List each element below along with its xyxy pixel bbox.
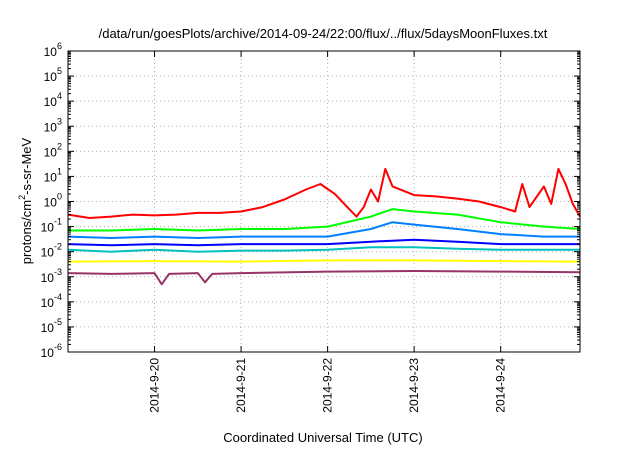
- y-axis-label-prefix: protons/cm: [19, 200, 34, 264]
- x-axis-ticks: 2014-9-20 2014-9-21 2014-9-22 2014-9-23 2014…: [148, 51, 508, 413]
- series-line-6: [67, 259, 581, 263]
- y-tick-label: 10-2: [41, 242, 62, 260]
- y-tick-label: 10-5: [41, 317, 62, 335]
- y-tick-base: 10: [41, 271, 55, 285]
- y-tick-base: 10: [44, 145, 58, 159]
- y-tick-label: 10-4: [41, 292, 62, 310]
- y-tick-label: 10-3: [41, 267, 62, 285]
- series-line-1: [67, 167, 581, 219]
- y-tick-base: 10: [44, 170, 58, 184]
- series-line-2: [68, 208, 581, 232]
- y-tick-exponent: -4: [54, 292, 62, 302]
- y-tick-exponent: 4: [57, 91, 62, 101]
- y-tick-base: 10: [41, 346, 55, 360]
- y-axis-label: protons/cm2-s-sr-MeV: [17, 137, 34, 264]
- y-tick-base: 10: [44, 120, 58, 134]
- y-tick-base: 10: [41, 221, 55, 235]
- series-line-4: [67, 238, 580, 247]
- y-tick-base: 10: [44, 45, 58, 59]
- y-tick-exponent: 5: [57, 66, 62, 76]
- y-tick-exponent: -5: [54, 317, 62, 327]
- y-tick-base: 10: [41, 321, 55, 335]
- y-axis-label-suffix: -s-sr-MeV: [19, 137, 34, 194]
- y-tick-base: 10: [44, 196, 58, 210]
- y-tick-exponent: -6: [54, 342, 62, 352]
- y-tick-exponent: 1: [57, 166, 62, 176]
- x-tick-label: 2014-9-20: [148, 358, 162, 413]
- series-line-7: [67, 270, 581, 286]
- chart-title: /data/run/goesPlots/archive/2014-09-24/2…: [99, 26, 548, 41]
- y-tick-label: 102: [44, 141, 62, 159]
- y-tick-label: 10-1: [41, 217, 62, 235]
- y-tick-label: 101: [44, 166, 62, 184]
- x-tick-label: 2014-9-22: [321, 358, 335, 413]
- y-tick-exponent: -2: [54, 242, 62, 252]
- x-tick-label: 2014-9-21: [234, 358, 248, 413]
- y-tick-label: 103: [44, 116, 62, 134]
- y-tick-label: 100: [44, 192, 62, 210]
- x-tick-label: 2014-9-23: [407, 358, 421, 413]
- y-tick-label: 10-6: [41, 342, 62, 360]
- y-tick-base: 10: [41, 296, 55, 310]
- x-tick-label: 2014-9-24: [494, 358, 508, 413]
- y-axis-label-superscript: 2: [17, 195, 27, 200]
- series-line-3: [67, 221, 580, 239]
- y-tick-exponent: 3: [57, 116, 62, 126]
- y-tick-label: 106: [44, 41, 62, 59]
- y-tick-exponent: 2: [57, 141, 62, 151]
- x-axis-label: Coordinated Universal Time (UTC): [223, 430, 422, 445]
- y-tick-exponent: -1: [54, 217, 62, 227]
- y-tick-label: 104: [44, 91, 62, 109]
- series-group: [67, 167, 581, 286]
- y-tick-exponent: 0: [57, 192, 62, 202]
- y-tick-label: 105: [44, 66, 62, 84]
- y-axis-ticks: 10-610-510-410-310-210-11001011021031041…: [41, 41, 580, 360]
- series-line-5: [67, 246, 580, 253]
- y-tick-base: 10: [44, 95, 58, 109]
- y-tick-exponent: -3: [54, 267, 62, 277]
- y-tick-base: 10: [41, 246, 55, 260]
- y-tick-exponent: 6: [57, 41, 62, 51]
- y-tick-base: 10: [44, 70, 58, 84]
